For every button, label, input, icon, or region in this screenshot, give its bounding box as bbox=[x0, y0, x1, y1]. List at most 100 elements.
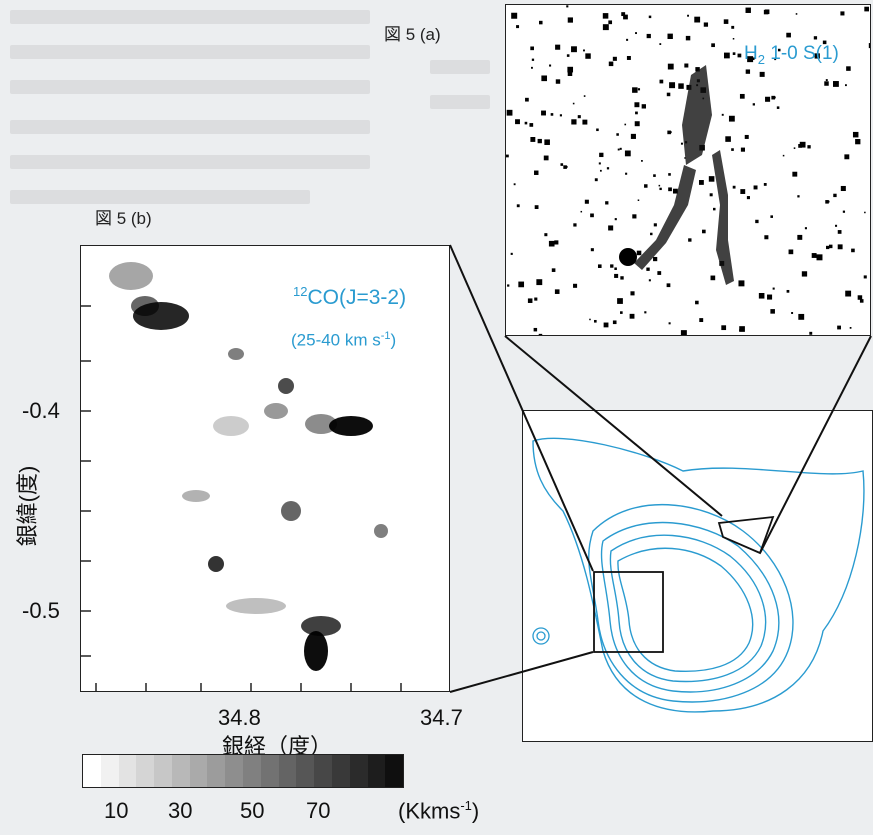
co-velocity-range: (25-40 km s-1) bbox=[291, 330, 397, 350]
star bbox=[543, 155, 549, 161]
star bbox=[539, 20, 543, 25]
star bbox=[752, 103, 755, 106]
star bbox=[626, 38, 629, 41]
star bbox=[837, 325, 841, 330]
star bbox=[857, 295, 863, 300]
star bbox=[840, 11, 845, 16]
star bbox=[653, 174, 656, 177]
star bbox=[572, 102, 575, 105]
co-emission-blob bbox=[228, 348, 244, 360]
star bbox=[530, 137, 536, 142]
star bbox=[516, 204, 520, 208]
star bbox=[732, 185, 736, 189]
star bbox=[646, 33, 651, 39]
star bbox=[695, 67, 700, 72]
co-emission-blob bbox=[109, 262, 153, 290]
star bbox=[833, 81, 839, 87]
co-emission-blob bbox=[301, 616, 341, 636]
star bbox=[584, 199, 589, 204]
star bbox=[753, 185, 758, 190]
co-line-label: 12CO(J=3-2) bbox=[293, 284, 407, 309]
colorbar-tick-label: 70 bbox=[306, 798, 331, 823]
star bbox=[758, 292, 765, 299]
star bbox=[596, 128, 599, 132]
star bbox=[620, 276, 624, 280]
star bbox=[544, 233, 548, 237]
star bbox=[782, 154, 785, 157]
star bbox=[786, 32, 791, 38]
colorbar-tick-label: 50 bbox=[240, 798, 265, 823]
star bbox=[648, 279, 651, 282]
colorbar-step bbox=[136, 755, 155, 787]
colorbar-step bbox=[367, 755, 386, 787]
star bbox=[567, 17, 573, 23]
star bbox=[567, 71, 573, 76]
star bbox=[695, 300, 699, 305]
star bbox=[658, 184, 661, 187]
star bbox=[590, 248, 594, 252]
star bbox=[534, 297, 538, 301]
star bbox=[845, 290, 852, 297]
star bbox=[585, 53, 591, 59]
star bbox=[771, 95, 776, 100]
contour-map-panel bbox=[522, 410, 873, 742]
colorbar-step bbox=[118, 755, 137, 787]
star bbox=[551, 268, 556, 272]
star bbox=[527, 298, 533, 303]
star bbox=[744, 134, 749, 139]
star bbox=[634, 121, 640, 127]
star bbox=[668, 173, 671, 176]
star bbox=[807, 145, 811, 149]
star bbox=[740, 147, 745, 152]
star bbox=[668, 322, 671, 325]
star bbox=[767, 294, 773, 300]
colorbar-unit: (Kkms-1) bbox=[398, 798, 480, 824]
star bbox=[582, 119, 588, 125]
star bbox=[614, 273, 619, 278]
star bbox=[738, 280, 745, 287]
star bbox=[599, 152, 604, 158]
co-emission-blob bbox=[281, 501, 301, 521]
star bbox=[550, 113, 554, 116]
star bbox=[583, 95, 586, 97]
star bbox=[863, 275, 867, 279]
star bbox=[777, 48, 781, 52]
star bbox=[849, 327, 852, 329]
y-tick-label: -0.4 bbox=[22, 398, 60, 423]
star bbox=[795, 13, 798, 15]
star bbox=[538, 333, 543, 335]
star bbox=[506, 154, 509, 158]
star bbox=[603, 322, 609, 328]
colorbar-step bbox=[243, 755, 261, 787]
star bbox=[666, 92, 671, 97]
star bbox=[669, 82, 676, 89]
co-emission-blob bbox=[226, 598, 286, 614]
y-axis-label: 銀緯(度) bbox=[15, 465, 40, 547]
star bbox=[559, 114, 562, 117]
star bbox=[739, 326, 745, 332]
co-emission-blob bbox=[374, 524, 388, 538]
star bbox=[531, 58, 535, 61]
star bbox=[746, 196, 750, 200]
star bbox=[657, 271, 662, 275]
star bbox=[804, 227, 807, 230]
star bbox=[833, 193, 837, 198]
star bbox=[687, 14, 690, 17]
star bbox=[694, 16, 701, 23]
star bbox=[672, 188, 678, 194]
contour-line bbox=[532, 627, 550, 645]
star bbox=[793, 147, 796, 149]
co-emission-blob bbox=[213, 416, 249, 436]
star bbox=[636, 250, 642, 256]
star bbox=[571, 119, 577, 125]
star bbox=[786, 289, 790, 293]
star bbox=[510, 252, 513, 255]
star bbox=[845, 84, 847, 87]
star bbox=[813, 36, 818, 40]
star bbox=[859, 299, 864, 303]
star bbox=[554, 240, 559, 245]
colorbar bbox=[82, 754, 404, 788]
co-intensity-map bbox=[81, 262, 402, 691]
star bbox=[755, 219, 759, 224]
co-emission-blob bbox=[208, 556, 224, 572]
